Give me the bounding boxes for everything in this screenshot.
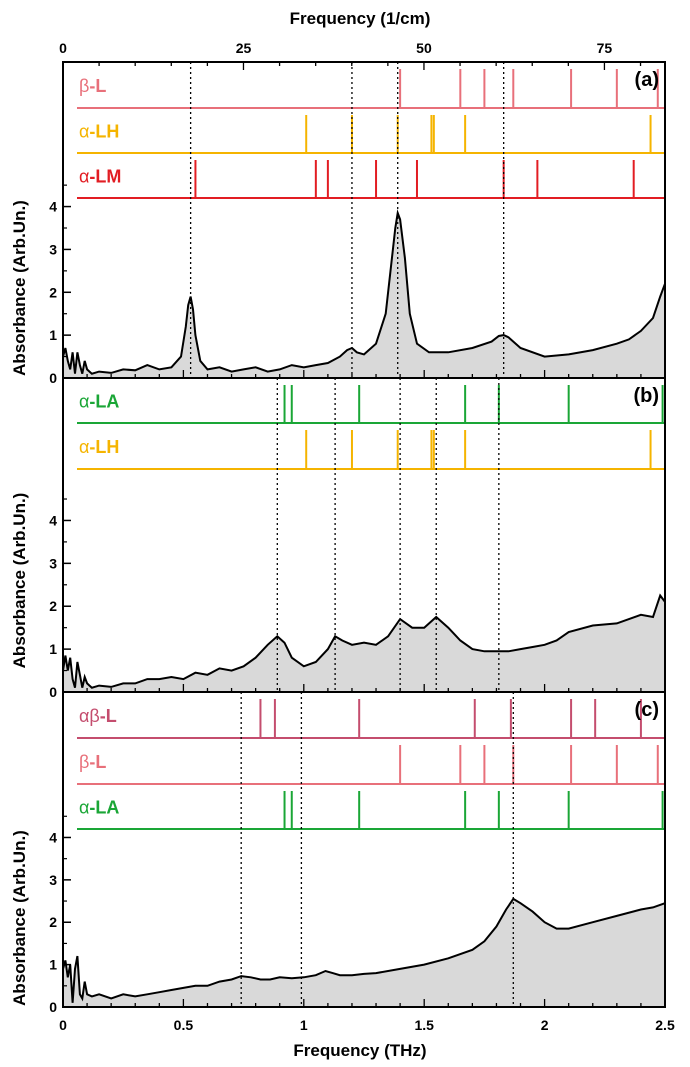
panel-tag: (c): [635, 699, 659, 721]
top-tick-label: 0: [59, 40, 67, 56]
panel-tag: (a): [635, 69, 659, 91]
y-tick-label: 1: [49, 641, 57, 657]
y-tick-label: 4: [49, 512, 57, 528]
spectrum-line-1: [62, 593, 666, 689]
y-tick-label: 3: [49, 241, 57, 257]
y-axis-title: Absorbance (Arb.Un.): [10, 830, 29, 1006]
strip-label-rest: -LA: [89, 798, 119, 818]
top-tick-label: 75: [597, 40, 613, 56]
x-tick-label: 2: [541, 1017, 549, 1033]
panels: β-Lα-LHα-LM01234(a)α-LAα-LH01234(b)αβ-Lβ…: [49, 61, 666, 1015]
top-tick-label: 50: [416, 40, 432, 56]
y-tick-label: 1: [49, 327, 57, 343]
y-tick-label: 4: [49, 829, 57, 845]
strip-label-greek: α: [79, 392, 89, 412]
strip-label-greek: αβ: [79, 706, 100, 726]
y-tick-label: 4: [49, 199, 57, 215]
x-tick-label: 1: [300, 1017, 308, 1033]
top-tick-label: 25: [236, 40, 252, 56]
strip-label-rest: -LH: [89, 122, 119, 142]
y-tick-label: 1: [49, 957, 57, 973]
panel-frame: [62, 61, 666, 379]
spectrum-fill-2: [63, 898, 665, 1007]
spectrum-line-2: [62, 897, 666, 1003]
y-tick-label: 2: [49, 598, 57, 614]
strip-label: αβ-L: [79, 706, 117, 726]
top-axis: 0 25 50 75: [59, 40, 642, 70]
strip-label-greek: α: [79, 437, 89, 457]
strip-0-1: α-LH: [77, 115, 665, 154]
x-tick-label: 0.5: [174, 1017, 194, 1033]
strip-label-rest: -L: [100, 706, 117, 726]
x-tick-label: 0: [59, 1017, 67, 1033]
strip-label: β-L: [79, 752, 106, 772]
strip-label: α-LH: [79, 437, 119, 457]
strip-label-greek: α: [79, 167, 89, 187]
y-axis-title: Absorbance (Arb.Un.): [10, 200, 29, 376]
y-tick-label: 3: [49, 872, 57, 888]
y-axis-title: Absorbance (Arb.Un.): [10, 493, 29, 669]
spectrum-fill-0: [63, 213, 665, 378]
strip-label-greek: α: [79, 798, 89, 818]
panel-tag: (b): [633, 385, 659, 407]
y-axis-titles: Absorbance (Arb.Un.) Absorbance (Arb.Un.)…: [10, 200, 29, 1006]
strip-label-greek: α: [79, 122, 89, 142]
strip-2-0: αβ-L: [77, 699, 665, 739]
bottom-axis: 0 0.5 1 1.5 2 2.5: [59, 1017, 675, 1033]
strip-label-rest: -L: [89, 76, 106, 96]
panel-frame: [62, 691, 666, 1008]
spectrum-fill-1: [63, 595, 665, 692]
strip-0-0: β-L: [77, 69, 665, 109]
strip-label-greek: β: [79, 76, 89, 96]
strip-label-rest: -LM: [89, 167, 121, 187]
strip-label: α-LH: [79, 122, 119, 142]
y-tick-label: 0: [49, 684, 57, 700]
bottom-axis-title: Frequency (THz): [293, 1041, 426, 1060]
y-tick-label: 2: [49, 914, 57, 930]
top-axis-title: Frequency (1/cm): [290, 9, 431, 28]
strip-1-0: α-LA: [77, 385, 665, 424]
strip-2-2: α-LA: [77, 791, 665, 830]
strip-label: α-LA: [79, 798, 119, 818]
x-tick-label: 2.5: [655, 1017, 675, 1033]
x-tick-label: 1.5: [414, 1017, 434, 1033]
y-tick-label: 0: [49, 999, 57, 1015]
strip-label: α-LM: [79, 167, 121, 187]
strip-label-greek: β: [79, 752, 89, 772]
y-tick-label: 2: [49, 284, 57, 300]
strip-0-2: α-LM: [77, 160, 665, 199]
strip-label: α-LA: [79, 392, 119, 412]
y-tick-label: 0: [49, 370, 57, 386]
strip-1-1: α-LH: [77, 430, 665, 470]
strip-label-rest: -LA: [89, 392, 119, 412]
strip-label-rest: -L: [89, 752, 106, 772]
y-tick-label: 3: [49, 555, 57, 571]
strip-label-rest: -LH: [89, 437, 119, 457]
strip-2-1: β-L: [77, 745, 665, 785]
strip-label: β-L: [79, 76, 106, 96]
spectrum-line-0: [62, 209, 666, 375]
